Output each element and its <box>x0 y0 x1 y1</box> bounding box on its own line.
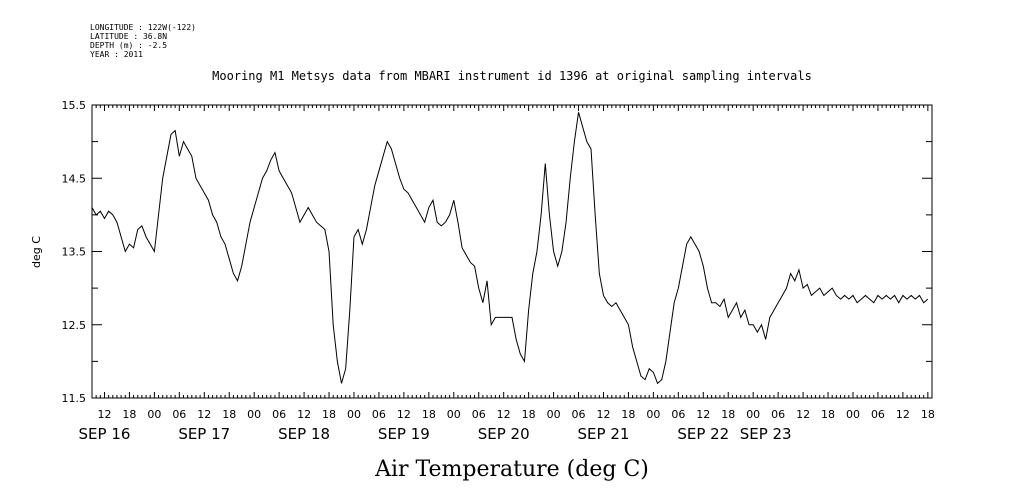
meta-year: YEAR : 2011 <box>90 50 143 59</box>
x-date-labels: SEP 16 SEP 17 SEP 18 SEP 19 SEP 20 SEP 21 SEP … <box>79 425 792 443</box>
x-hour-label: 12 <box>796 408 810 421</box>
x-hour-label: 18 <box>522 408 536 421</box>
x-hour-label: 18 <box>222 408 236 421</box>
y-axis-label: deg C <box>30 236 43 268</box>
x-hour-label: 06 <box>671 408 685 421</box>
x-hour-label: 00 <box>547 408 561 421</box>
x-hour-label: 12 <box>97 408 111 421</box>
x-hour-label: 18 <box>721 408 735 421</box>
plot-frame <box>91 104 933 399</box>
x-date-label: SEP 22 <box>677 425 729 443</box>
x-hour-label: 06 <box>572 408 586 421</box>
x-hour-label: 00 <box>746 408 760 421</box>
y-tick-label: 14.5 <box>62 172 87 185</box>
meta-latitude: LATITUDE : 36.8N <box>90 32 167 41</box>
y-tick-labels: 15.5 14.5 13.5 12.5 11.5 <box>62 99 87 405</box>
meta-depth: DEPTH (m) : -2.5 <box>90 41 167 50</box>
y-tick-label: 12.5 <box>62 319 87 332</box>
x-hour-label: 00 <box>347 408 361 421</box>
x-date-label: SEP 20 <box>478 425 530 443</box>
x-hour-label: 00 <box>147 408 161 421</box>
x-hour-label: 18 <box>122 408 136 421</box>
x-hour-label: 06 <box>272 408 286 421</box>
x-hour-label: 18 <box>821 408 835 421</box>
x-hour-label: 00 <box>646 408 660 421</box>
x-hour-label: 12 <box>896 408 910 421</box>
x-hour-label: 00 <box>247 408 261 421</box>
x-hour-label: 18 <box>422 408 436 421</box>
x-axis-label: Air Temperature (deg C) <box>374 457 649 482</box>
x-hour-label: 12 <box>197 408 211 421</box>
x-hour-label: 12 <box>497 408 511 421</box>
series-line <box>91 112 929 385</box>
metadata-block: LONGITUDE : 122W(-122) LATITUDE : 36.8N … <box>90 23 196 59</box>
x-date-label: SEP 17 <box>178 425 230 443</box>
x-date-label: SEP 21 <box>578 425 630 443</box>
x-hour-label: 06 <box>871 408 885 421</box>
x-date-label: SEP 18 <box>278 425 330 443</box>
x-hour-label: 00 <box>447 408 461 421</box>
chart-title: Mooring M1 Metsys data from MBARI instru… <box>212 69 812 83</box>
x-hour-label: 12 <box>696 408 710 421</box>
x-hour-label: 12 <box>596 408 610 421</box>
x-date-label: SEP 23 <box>740 425 792 443</box>
x-hour-label: 18 <box>322 408 336 421</box>
x-date-label: SEP 19 <box>378 425 430 443</box>
x-hour-label: 18 <box>921 408 935 421</box>
x-hour-label: 12 <box>397 408 411 421</box>
x-hour-label: 06 <box>472 408 486 421</box>
x-hour-label: 18 <box>621 408 635 421</box>
axis-ticks <box>91 104 933 399</box>
x-hour-label: 12 <box>297 408 311 421</box>
x-hour-label: 00 <box>846 408 860 421</box>
x-hour-label: 06 <box>172 408 186 421</box>
x-hour-label: 06 <box>771 408 785 421</box>
x-hour-labels: 12 18 00 06 12 18 00 06 12 18 00 06 12 18 00 06 12 18 00 06… <box>97 408 934 421</box>
x-hour-label: 06 <box>372 408 386 421</box>
y-tick-label: 13.5 <box>62 246 87 259</box>
x-date-label: SEP 16 <box>79 425 131 443</box>
meta-longitude: LONGITUDE : 122W(-122) <box>90 23 196 32</box>
y-tick-label: 15.5 <box>62 99 87 112</box>
y-tick-label: 11.5 <box>62 392 87 405</box>
